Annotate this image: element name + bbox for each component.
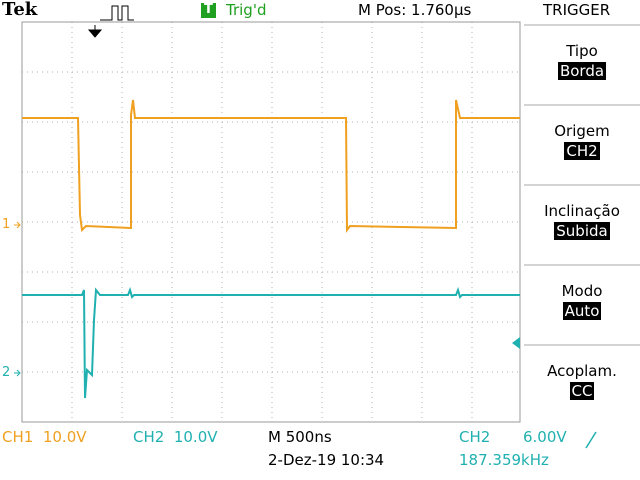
menu-item[interactable]: Inclinação Subida	[524, 202, 640, 240]
menu-label: Acoplam.	[547, 362, 617, 380]
ch1-arrow	[14, 221, 21, 229]
trigger-level: 6.00V	[523, 428, 567, 446]
menu-value: CH2	[564, 142, 600, 160]
trigger-position-marker	[87, 25, 103, 38]
menu-value: Borda	[557, 62, 607, 80]
timebase: M 500ns	[268, 428, 332, 446]
trigger-source: CH2	[459, 428, 491, 446]
ch2-scale: CH2 10.0V	[133, 428, 218, 446]
menu-item[interactable]: Acoplam. CC	[524, 362, 640, 400]
menu-item[interactable]: Origem CH2	[524, 122, 640, 160]
menu-value: Subida	[554, 222, 610, 240]
menu-label: Origem	[554, 122, 610, 140]
menu-label: Modo	[561, 282, 603, 300]
date-time: 2-Dez-19 10:34	[268, 451, 385, 469]
menu-title: TRIGGER	[543, 1, 611, 19]
menu-label: Tipo	[566, 42, 598, 60]
trigger-status: Trig'd	[226, 1, 267, 19]
ch1-waveform	[22, 99, 520, 233]
menu-item[interactable]: Modo Auto	[524, 282, 640, 320]
brand: Tek	[2, 0, 38, 20]
menu-item[interactable]: Tipo Borda	[524, 42, 640, 80]
menu-value: Auto	[562, 302, 602, 320]
graticule-border	[21, 21, 521, 423]
acquisition-icon	[100, 5, 134, 21]
ch2-arrow	[14, 369, 21, 377]
graticule	[22, 22, 520, 422]
ch2-marker: 2	[2, 365, 11, 380]
menu-separators	[524, 24, 640, 346]
trigger-level-marker	[512, 337, 520, 349]
ch1-marker: 1	[2, 217, 11, 232]
menu-label: Inclinação	[544, 202, 620, 220]
menu-value: CC	[569, 382, 595, 400]
trigger-icon: T	[204, 2, 213, 17]
horizontal-position: M Pos: 1.760µs	[358, 1, 472, 19]
slope-icon	[585, 431, 597, 449]
ch1-scale: CH1 10.0V	[2, 428, 87, 446]
frequency: 187.359kHz	[459, 451, 549, 469]
trigger-icon-box	[201, 3, 216, 18]
ch2-waveform	[22, 286, 520, 399]
